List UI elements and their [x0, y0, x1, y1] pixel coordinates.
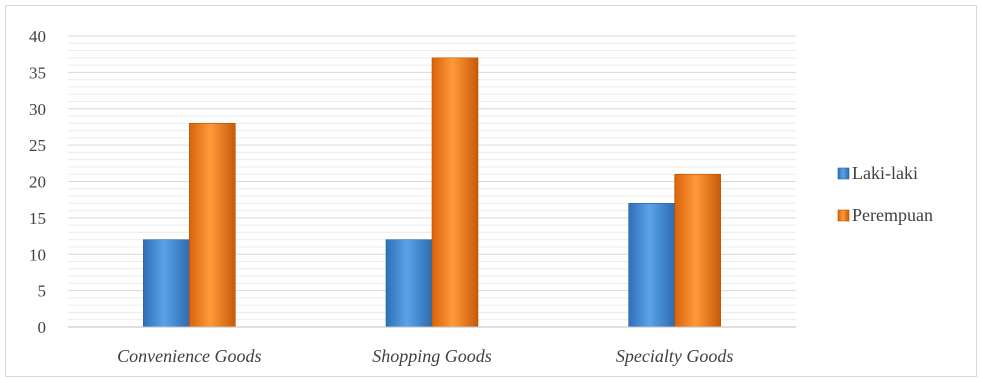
x-category-label: Convenience Goods	[117, 346, 261, 366]
legend-label: Laki-laki	[852, 163, 918, 183]
y-tick-label: 40	[29, 27, 46, 46]
x-category-label: Shopping Goods	[372, 346, 492, 366]
bar-perempuan-1	[431, 57, 479, 328]
legend-label: Perempuan	[852, 205, 933, 225]
bar-laki-laki-0	[143, 239, 190, 328]
y-tick-label: 5	[38, 282, 47, 301]
bar-laki-laki-1	[385, 239, 433, 328]
bar-perempuan-2	[674, 173, 721, 328]
y-tick-label: 10	[29, 245, 46, 264]
legend-swatch	[837, 209, 850, 222]
x-category-label: Specialty Goods	[616, 346, 733, 366]
y-tick-label: 0	[38, 318, 47, 337]
bars	[143, 57, 721, 328]
bar-perempuan-0	[189, 123, 236, 328]
y-tick-label: 20	[29, 173, 46, 192]
legend-swatch	[837, 167, 850, 180]
y-tick-label: 35	[29, 63, 46, 82]
bar-laki-laki-2	[628, 203, 675, 328]
x-axis-categories: Convenience Goods Shopping Goods Specialty…	[117, 346, 733, 366]
legend: Laki-laki Perempuan	[837, 163, 933, 225]
y-tick-label: 25	[29, 136, 46, 155]
y-axis-ticks: 0 5 10 15 20 25 30 35 40	[29, 27, 46, 337]
y-tick-label: 30	[29, 100, 46, 119]
y-tick-label: 15	[29, 209, 46, 228]
